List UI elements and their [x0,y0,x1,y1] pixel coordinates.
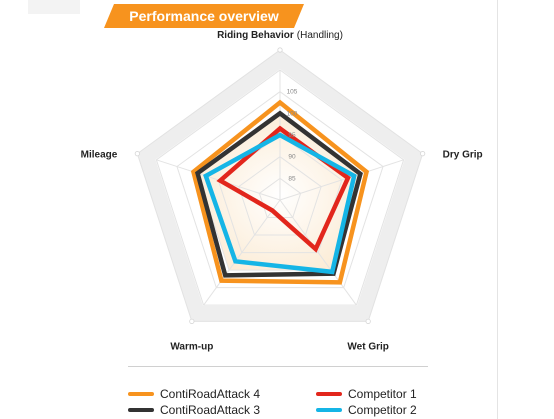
section-title: Performance overview [129,8,279,24]
series-line [216,125,351,253]
radar-vertex-dot [277,47,283,53]
axis-label: Riding Behavior (Handling) [217,30,343,41]
legend-column-right: Competitor 1 Competitor 2 [316,386,476,418]
radar-grid-ring [176,91,384,289]
axis-label: Warm-up [170,341,213,352]
radar-grid-ring [238,156,322,236]
tick-label: 95 [288,132,296,139]
legend-label: ContiRoadAttack 4 [160,387,261,401]
legend-item-competitor1: Competitor 1 [316,386,476,402]
legend-divider [128,366,428,367]
tick-label: 90 [288,154,296,161]
section-header: Performance overview [104,4,304,28]
legend-item-conti3: ContiRoadAttack 3 [128,402,288,418]
legend-item-competitor2: Competitor 2 [316,402,476,418]
panel-border [497,0,498,419]
radar-spoke [279,159,404,201]
radar-spoke [279,199,357,306]
legend-label: ContiRoadAttack 3 [160,403,261,417]
series-line [190,99,370,285]
tick-label: 100 [287,110,298,117]
radar-vertex-dot [189,318,195,324]
radar-vertex-dot [420,151,426,157]
radar-spoke [203,199,281,306]
legend-label: Competitor 2 [348,403,417,417]
legend-label: Competitor 1 [348,387,417,401]
tick-label: 85 [288,175,296,182]
legend-item-conti4: ContiRoadAttack 4 [128,386,288,402]
legend-swatch [316,392,342,396]
tick-label: 105 [287,89,298,96]
axis-label: Mileage [81,150,118,161]
radar-vertex-dot [365,318,371,324]
axis-label: Dry Grip [443,150,483,161]
radar-grid-ring [155,69,405,306]
legend-swatch [316,408,342,412]
legend-swatch [128,408,154,412]
top-decoration [28,0,80,14]
series-line [203,132,357,275]
radar-vertex-dot [134,151,140,157]
series-line [194,110,363,278]
legend-column-left: ContiRoadAttack 4 ContiRoadAttack 3 [128,386,288,418]
axis-label: Wet Grip [347,341,388,352]
legend-swatch [128,392,154,396]
